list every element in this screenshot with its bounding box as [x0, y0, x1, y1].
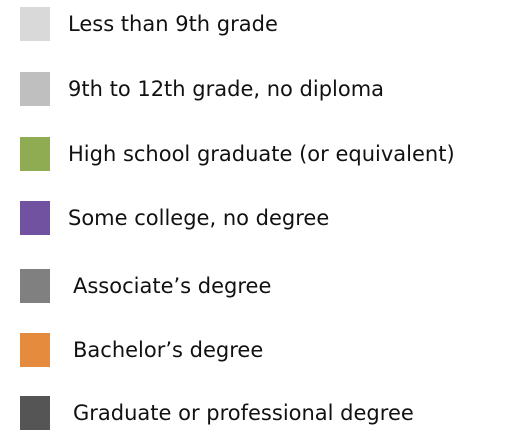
legend-label: Less than 9th grade: [68, 12, 278, 36]
legend-swatch: [20, 72, 50, 106]
legend-swatch: [20, 269, 50, 303]
legend-swatch: [20, 137, 50, 171]
legend-label: Some college, no degree: [68, 206, 329, 230]
legend-swatch: [20, 201, 50, 235]
legend-swatch: [20, 333, 50, 367]
legend-label: Graduate or professional degree: [73, 401, 414, 425]
legend-label: Associate’s degree: [73, 274, 271, 298]
legend-swatch: [20, 7, 50, 41]
legend-label: Bachelor’s degree: [73, 338, 263, 362]
legend-swatch: [20, 396, 50, 430]
legend-label: High school graduate (or equivalent): [68, 142, 455, 166]
legend-label: 9th to 12th grade, no diploma: [68, 77, 384, 101]
